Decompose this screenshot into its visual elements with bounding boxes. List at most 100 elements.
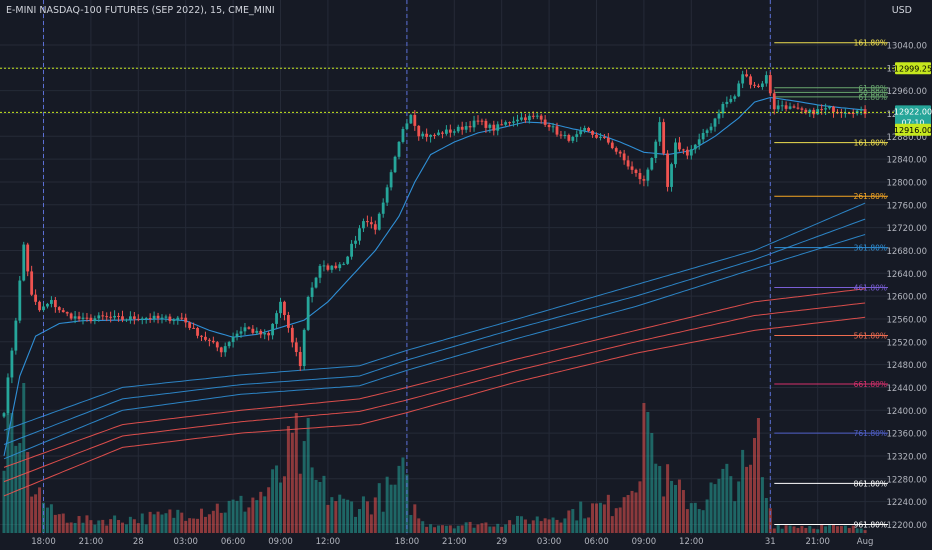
candle-body [843,112,847,114]
volume-bar [200,508,203,533]
volume-bar [267,487,271,533]
candle-body [14,320,18,351]
volume-bar [452,528,456,533]
volume-bar [255,500,259,533]
candle-body [658,122,662,142]
volume-bar [342,498,346,533]
fib-level-label: 261.80% [854,192,887,201]
volume-bar [180,512,184,533]
volume-bar [113,515,117,533]
time-tick-label: 18:00 [395,537,420,547]
time-tick-label: 06:00 [221,537,246,547]
time-axis[interactable]: 18:00 21:00 28 03:00 06:00 09:00 12:00 18:00 21:… [31,537,873,547]
volume-bar [531,520,535,533]
candle-body [251,328,255,333]
volume-bar [674,484,677,533]
volume-bar [460,525,464,533]
volume-bar [468,521,472,533]
candle-body [452,131,456,133]
volume-bar [243,511,247,533]
candlestick-series [2,69,867,419]
volume-bar [721,468,725,533]
volume-bar [334,501,338,533]
fib-level-label: 161.80% [854,39,887,48]
volume-bar [369,514,373,533]
time-tick-label: 28 [133,537,144,547]
candle-body [26,244,30,272]
candle-body [761,83,764,87]
price-tick-label: 12680.00 [886,247,927,257]
candle-body [413,114,417,126]
candle-body [768,75,772,94]
candle-body [215,342,219,348]
volume-bar [22,383,26,533]
candle-body [776,105,780,110]
volume-bar [156,511,160,533]
volume-bar [662,496,666,533]
volume-bar [772,528,776,533]
candle-body [531,115,535,117]
volume-bar [381,511,385,533]
candle-body [73,316,77,319]
candle-body [10,350,14,378]
candle-body [547,124,551,128]
volume-bar [575,520,579,533]
volume-bar [373,497,377,533]
volume-bar [729,476,733,533]
candle-body [176,317,180,320]
candle-body [362,221,365,229]
fib-level-label: 761.80% [854,429,887,438]
time-tick-label: 29 [496,537,507,547]
volume-bar [666,464,670,533]
candle-body [772,93,776,110]
candle-body [34,294,37,302]
band-line [3,202,866,431]
candle-body [409,114,413,124]
price-tick-label: 12280.00 [886,475,927,485]
volume-bar [650,433,654,533]
candle-body [298,352,302,367]
volume-bar [535,516,539,533]
volume-bar [69,522,73,533]
volume-bar [53,514,57,533]
volume-bar [49,504,53,533]
volume-bar [109,519,113,533]
volume-bar [681,490,685,533]
time-tick-label: 03:00 [173,537,198,547]
candle-body [397,141,401,157]
candle-body [824,108,827,110]
volume-bar [322,475,326,533]
volume-bar [433,527,437,533]
volume-bar [658,466,662,533]
volume-bar [713,484,717,533]
candle-body [184,317,188,323]
candle-body [30,271,34,295]
candle-body [306,296,310,330]
candle-body [53,300,57,308]
candle-body [393,156,397,173]
candle-body [468,126,472,128]
candle-body [271,323,274,336]
volume-bar [168,509,172,533]
candle-body [164,316,168,318]
moving-average-bands [3,96,866,497]
band-line [3,218,866,445]
volume-bar [705,499,709,533]
volume-bar [365,501,369,533]
candle-body [294,342,298,353]
price-tick-label: 12200.00 [886,521,927,531]
candle-body [437,132,440,136]
volume-bar [271,469,275,533]
volume-bar [389,484,393,533]
candle-body [796,107,800,109]
volume-bar [519,516,523,533]
candle-body [93,318,97,322]
volume-bar [128,516,132,533]
volume-bar [30,496,34,533]
candle-body [156,315,160,319]
volume-bar [745,466,749,533]
candle-body [666,153,669,187]
candle-body [267,333,271,336]
